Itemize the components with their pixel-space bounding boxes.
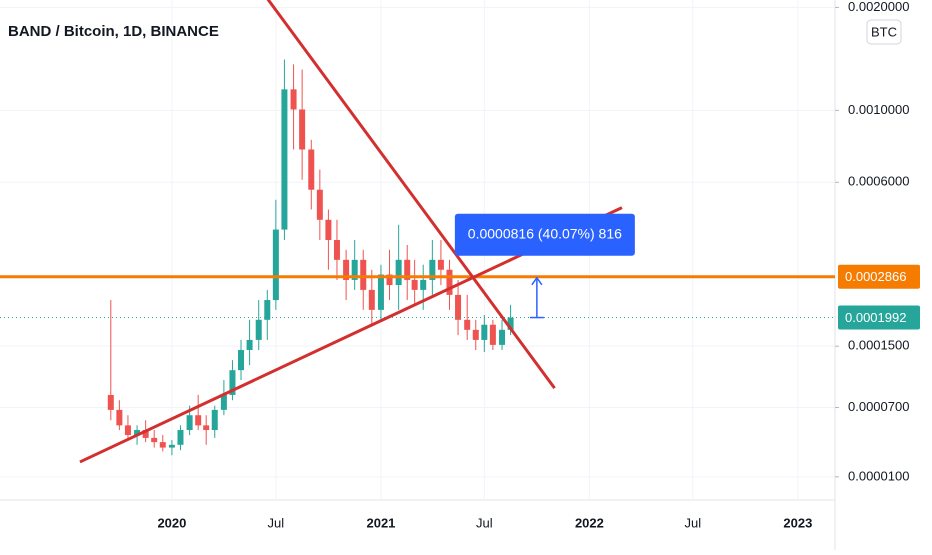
x-tick-label: Jul bbox=[684, 515, 701, 530]
candle-body bbox=[211, 409, 218, 431]
candle-body bbox=[299, 109, 306, 150]
y-tick-label: 0.0020000 bbox=[848, 0, 909, 14]
candle-body bbox=[437, 259, 444, 270]
measure-label: 0.0000816 (40.07%) 816 bbox=[468, 225, 622, 241]
candle-body bbox=[386, 274, 393, 286]
candle-body bbox=[377, 274, 384, 310]
candle-body bbox=[272, 229, 279, 301]
trend-line bbox=[266, 0, 556, 390]
candle-body bbox=[360, 259, 367, 290]
x-tick-label: 2023 bbox=[783, 515, 812, 530]
candle-body bbox=[220, 394, 227, 410]
currency-label: BTC bbox=[871, 24, 897, 39]
overlays: 0.0000816 (40.07%) 816 bbox=[0, 0, 835, 464]
y-tick-label: 0.0010000 bbox=[848, 102, 909, 117]
candle-body bbox=[507, 317, 514, 330]
candle-body bbox=[472, 329, 479, 340]
candle-body bbox=[316, 189, 323, 220]
candle-body bbox=[107, 394, 114, 410]
candle-body bbox=[351, 259, 358, 280]
candle-body bbox=[290, 89, 297, 110]
candle-body bbox=[395, 259, 402, 286]
x-tick-label: Jul bbox=[268, 515, 285, 530]
chart-title: BAND / Bitcoin, 1D, BINANCE bbox=[8, 23, 219, 40]
candle-body bbox=[420, 279, 427, 290]
marks bbox=[107, 59, 514, 456]
candle-body bbox=[134, 430, 141, 436]
candle-body bbox=[489, 324, 496, 345]
candle-body bbox=[186, 415, 193, 431]
y-tick-label: 0.0000700 bbox=[848, 399, 909, 414]
candle-body bbox=[368, 289, 375, 310]
candle-body bbox=[238, 350, 245, 371]
candle-body bbox=[343, 259, 350, 280]
candle-body bbox=[151, 437, 158, 443]
price-label-bg bbox=[838, 305, 920, 330]
candle-body bbox=[411, 279, 418, 290]
measure-arrowhead bbox=[531, 276, 543, 286]
candle-body bbox=[481, 324, 488, 340]
candle-body bbox=[229, 370, 236, 395]
price-label-bg bbox=[838, 264, 920, 289]
candle-body bbox=[308, 149, 315, 190]
measure-box bbox=[454, 213, 635, 256]
x-tick-label: Jul bbox=[476, 515, 493, 530]
currency-badge[interactable] bbox=[866, 19, 902, 45]
candle-body bbox=[464, 319, 471, 330]
candle-body bbox=[446, 269, 453, 295]
candle-body bbox=[142, 430, 149, 438]
y-tick-label: 0.0001500 bbox=[848, 338, 909, 353]
candle-body bbox=[124, 425, 131, 436]
y-tick-label: 0.0000100 bbox=[848, 468, 909, 483]
candle-body bbox=[168, 444, 175, 448]
candle-body bbox=[281, 89, 288, 230]
candle-body bbox=[203, 425, 210, 431]
x-tick-label: 2022 bbox=[575, 515, 604, 530]
candle-body bbox=[404, 259, 411, 280]
candle-body bbox=[455, 294, 462, 320]
candle-body bbox=[116, 409, 123, 426]
candle-body bbox=[429, 259, 436, 280]
candle-body bbox=[159, 442, 166, 448]
candle-body bbox=[325, 219, 332, 241]
candle-body bbox=[499, 329, 506, 345]
y-tick-label: 0.0006000 bbox=[848, 174, 909, 189]
price-label: 0.0002866 bbox=[845, 269, 906, 284]
candle-body bbox=[255, 319, 262, 340]
candle-body bbox=[333, 240, 340, 260]
candle-body bbox=[246, 339, 253, 351]
price-label: 0.0001992 bbox=[845, 310, 906, 325]
x-tick-label: 2021 bbox=[366, 515, 395, 530]
candle-body bbox=[177, 430, 184, 445]
candle-body bbox=[195, 415, 202, 426]
candle-body bbox=[264, 300, 271, 320]
x-tick-label: 2020 bbox=[157, 515, 186, 530]
